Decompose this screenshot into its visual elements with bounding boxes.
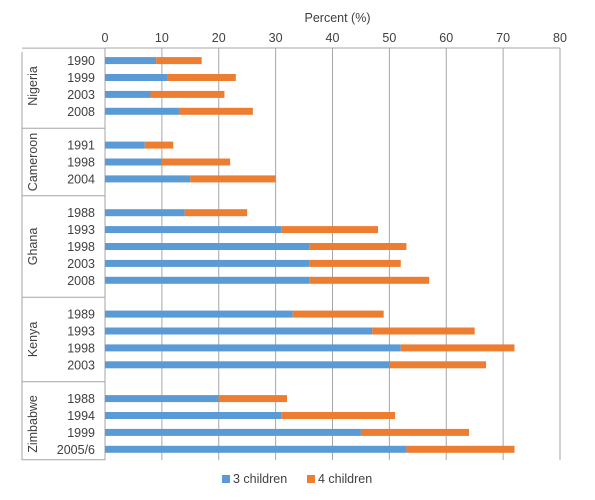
bar-kenya-2003-3-children bbox=[105, 361, 390, 369]
bar-kenya-1989-3-children bbox=[105, 310, 293, 318]
bar-ghana-1993-3-children bbox=[105, 226, 282, 234]
x-tick-10: 10 bbox=[155, 31, 169, 45]
bar-kenya-1998-4-children bbox=[400, 344, 515, 352]
bar-zimbabwe-1994-4-children bbox=[281, 412, 396, 419]
year-label: 2008 bbox=[67, 274, 95, 288]
group-label-ghana: Ghana bbox=[26, 228, 40, 266]
bar-ghana-1988-4-children bbox=[184, 209, 248, 217]
bar-zimbabwe-1999-4-children bbox=[360, 428, 469, 436]
year-label: 1988 bbox=[67, 392, 95, 406]
year-label: 1990 bbox=[67, 54, 95, 68]
year-label: 2003 bbox=[67, 358, 95, 372]
x-tick-50: 50 bbox=[382, 31, 396, 45]
bar-ghana-2008-3-children bbox=[105, 276, 310, 284]
year-label: 1994 bbox=[67, 409, 95, 423]
x-tick-60: 60 bbox=[439, 31, 453, 45]
year-label: 1999 bbox=[67, 71, 95, 85]
x-tick-labels: 0 10 20 30 40 50 60 70 80 bbox=[102, 31, 567, 45]
year-label: 2008 bbox=[67, 105, 95, 119]
year-labels: 1990 1999 2003 2008 1991 1998 2004 1988 1993 1998… bbox=[57, 54, 95, 457]
year-label: 1989 bbox=[67, 308, 95, 322]
x-tick-70: 70 bbox=[496, 31, 510, 45]
bar-ghana-1988-3-children bbox=[105, 209, 185, 217]
group-label-cameroon: Cameroon bbox=[26, 133, 40, 191]
year-label: 1999 bbox=[67, 426, 95, 440]
bar-zimbabwe-1988-3-children bbox=[105, 395, 219, 403]
legend: 3 children 4 children bbox=[222, 472, 372, 486]
bar-nigeria-2008-3-children bbox=[105, 107, 179, 115]
bar-ghana-2003-4-children bbox=[309, 259, 401, 267]
bar-ghana-2008-4-children bbox=[309, 276, 430, 284]
bar-nigeria-1990-3-children bbox=[105, 57, 157, 65]
bar-ghana-1993-4-children bbox=[281, 226, 378, 234]
bar-nigeria-1990-4-children bbox=[156, 57, 202, 65]
legend-label-1: 3 children bbox=[233, 472, 287, 486]
x-tick-30: 30 bbox=[269, 31, 283, 45]
year-label: 2003 bbox=[67, 88, 95, 102]
bar-zimbabwe-2005/6-4-children bbox=[406, 445, 515, 453]
group-label-nigeria: Nigeria bbox=[26, 66, 40, 106]
year-label: 1993 bbox=[67, 325, 95, 339]
x-tick-0: 0 bbox=[102, 31, 109, 45]
bar-cameroon-2004-3-children bbox=[105, 175, 191, 183]
bar-nigeria-1999-3-children bbox=[105, 74, 168, 81]
x-axis-label: Percent (%) bbox=[305, 11, 371, 25]
bar-nigeria-1999-4-children bbox=[167, 74, 236, 81]
year-label: 2004 bbox=[67, 172, 95, 186]
bar-kenya-2003-4-children bbox=[389, 361, 487, 369]
x-tick-40: 40 bbox=[326, 31, 340, 45]
bar-cameroon-1991-4-children bbox=[144, 141, 174, 149]
gridlines bbox=[104, 47, 561, 460]
bar-nigeria-2003-4-children bbox=[150, 90, 225, 98]
bars bbox=[105, 57, 515, 453]
bar-zimbabwe-1999-3-children bbox=[105, 428, 361, 436]
bar-ghana-2003-3-children bbox=[105, 259, 310, 267]
x-tick-80: 80 bbox=[553, 31, 567, 45]
bar-ghana-1998-3-children bbox=[105, 243, 310, 250]
legend-swatch-1 bbox=[222, 475, 230, 483]
year-label: 1988 bbox=[67, 206, 95, 220]
bar-kenya-1993-3-children bbox=[105, 327, 373, 335]
year-label: 2005/6 bbox=[57, 443, 95, 457]
year-label: 1993 bbox=[67, 223, 95, 237]
x-tick-20: 20 bbox=[212, 31, 226, 45]
group-label-zimbabwe: Zimbabwe bbox=[26, 395, 40, 453]
legend-swatch-2 bbox=[307, 475, 315, 483]
year-label: 1998 bbox=[67, 240, 95, 254]
bar-ghana-1998-4-children bbox=[309, 243, 407, 250]
category-frame: Nigeria Cameroon Ghana Kenya Zimbabwe bbox=[21, 47, 106, 461]
group-label-kenya: Kenya bbox=[26, 322, 40, 357]
year-label: 2003 bbox=[67, 257, 95, 271]
bar-kenya-1989-4-children bbox=[292, 310, 384, 318]
bar-cameroon-1998-3-children bbox=[105, 158, 162, 166]
bar-kenya-1993-4-children bbox=[372, 327, 475, 335]
bar-zimbabwe-2005/6-3-children bbox=[105, 445, 407, 453]
year-label: 1998 bbox=[67, 341, 95, 355]
bar-cameroon-1998-4-children bbox=[161, 158, 231, 166]
year-label: 1998 bbox=[67, 156, 95, 170]
legend-label-2: 4 children bbox=[318, 472, 372, 486]
bar-nigeria-2008-4-children bbox=[178, 107, 253, 115]
bar-kenya-1998-3-children bbox=[105, 344, 401, 352]
bar-cameroon-1991-3-children bbox=[105, 141, 145, 149]
year-label: 1991 bbox=[67, 139, 95, 153]
bar-nigeria-2003-3-children bbox=[105, 90, 151, 98]
bar-zimbabwe-1988-4-children bbox=[218, 395, 287, 403]
bar-zimbabwe-1994-3-children bbox=[105, 412, 282, 419]
bar-cameroon-2004-4-children bbox=[190, 175, 276, 183]
